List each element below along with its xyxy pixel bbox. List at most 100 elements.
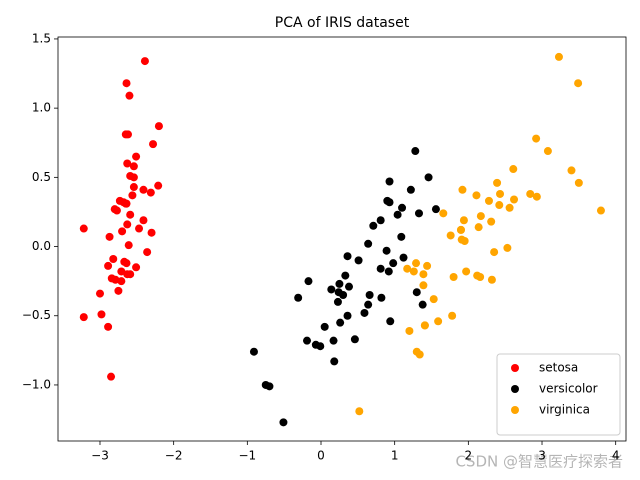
point [503, 243, 512, 252]
point [329, 336, 338, 345]
point [336, 318, 345, 327]
point [149, 140, 158, 149]
point [320, 322, 329, 331]
point [405, 326, 414, 335]
point [383, 196, 392, 205]
y-tick-label: 0.0 [32, 239, 51, 253]
y-tick-label: 1.5 [32, 31, 51, 45]
point [123, 159, 132, 168]
point [439, 209, 448, 218]
point [574, 178, 583, 187]
chart-title: PCA of IRIS dataset [275, 15, 410, 31]
point [97, 310, 106, 319]
point [567, 166, 576, 175]
point [339, 290, 348, 299]
point [596, 206, 605, 215]
point [311, 340, 320, 349]
point [294, 293, 303, 302]
point [376, 264, 385, 273]
point [330, 357, 339, 366]
point [412, 347, 421, 356]
point [107, 372, 116, 381]
point [135, 224, 144, 233]
point [355, 407, 364, 416]
point [354, 256, 363, 265]
point [364, 300, 373, 309]
point [341, 271, 350, 280]
x-tick-label: −1 [238, 449, 256, 463]
point [146, 188, 155, 197]
point [532, 192, 541, 201]
point [123, 220, 132, 229]
point [140, 57, 149, 66]
legend-label: versicolor [539, 382, 598, 396]
point [526, 189, 535, 198]
watermark: CSDN @智慧医疗探索者 [455, 453, 623, 471]
point [434, 317, 443, 326]
point [139, 216, 148, 225]
legend-marker [511, 406, 519, 414]
point [457, 235, 466, 244]
point [364, 239, 373, 248]
point [385, 177, 394, 186]
point [304, 277, 313, 286]
point [459, 216, 468, 225]
y-tick-label: −0.5 [22, 308, 51, 322]
point [406, 185, 415, 194]
point [360, 308, 369, 317]
point [121, 130, 130, 139]
point [132, 152, 141, 161]
point [344, 282, 353, 291]
point [79, 224, 88, 233]
point [112, 206, 121, 215]
x-tick-label: −3 [91, 449, 109, 463]
point [472, 191, 481, 200]
point [490, 248, 499, 257]
point [365, 290, 374, 299]
point [154, 181, 163, 190]
x-tick-label: 1 [391, 449, 399, 463]
point [333, 297, 342, 306]
point [154, 122, 163, 131]
point [129, 162, 138, 171]
point [105, 232, 114, 241]
point [574, 79, 583, 88]
point [476, 272, 485, 281]
point [386, 317, 395, 326]
point [249, 347, 258, 356]
point [382, 246, 391, 255]
point [458, 185, 467, 194]
point [397, 232, 406, 241]
point [409, 267, 418, 276]
point [143, 248, 152, 257]
legend-box [496, 353, 621, 436]
point [532, 134, 541, 143]
point [122, 259, 131, 268]
point [429, 295, 438, 304]
point [487, 217, 496, 226]
point [423, 261, 432, 270]
point [431, 205, 440, 214]
point [419, 270, 428, 279]
point [303, 336, 312, 345]
point [493, 178, 502, 187]
point [543, 147, 552, 156]
point [79, 313, 88, 322]
point [95, 289, 104, 298]
point [147, 228, 156, 237]
point [107, 274, 116, 283]
point [554, 52, 563, 61]
legend-marker [511, 385, 519, 393]
point [129, 183, 138, 192]
y-tick-label: −1.0 [22, 377, 51, 391]
point [104, 261, 113, 270]
y-tick-label: 0.5 [32, 170, 51, 184]
point [411, 147, 420, 156]
x-tick-label: 2 [465, 449, 473, 463]
point [132, 263, 141, 272]
point [376, 216, 385, 225]
point [412, 288, 421, 297]
legend-label: setosa [539, 361, 578, 375]
